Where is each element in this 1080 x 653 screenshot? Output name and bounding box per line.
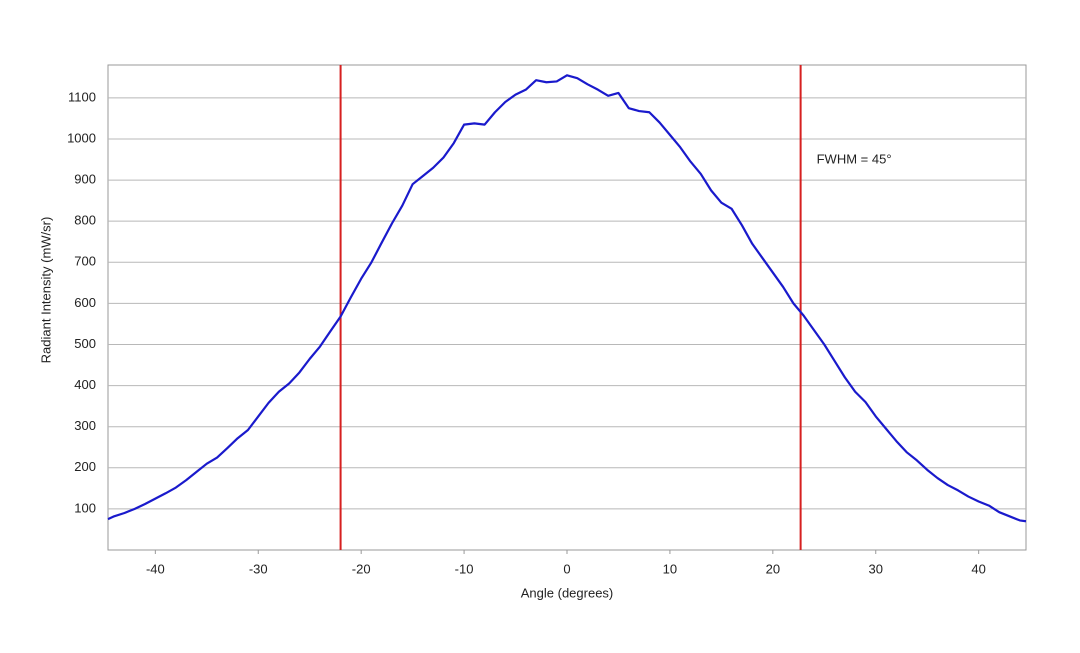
y-tick-label: 400 (74, 377, 96, 392)
y-tick-label: 900 (74, 172, 96, 187)
y-tick-label: 700 (74, 254, 96, 269)
x-tick-label: -10 (455, 561, 474, 576)
y-tick-label: 1000 (67, 130, 96, 145)
y-axis-label: Radiant Intensity (mW/sr) (38, 217, 53, 364)
data-line (107, 74, 1027, 523)
x-tick-label: -30 (249, 561, 268, 576)
x-tick-label: 40 (971, 561, 985, 576)
y-tick-label: 800 (74, 213, 96, 228)
x-tick-label: 30 (869, 561, 883, 576)
y-tick-label: 600 (74, 295, 96, 310)
y-tick-label: 300 (74, 418, 96, 433)
x-tick-label: 20 (766, 561, 780, 576)
y-tick-label: 500 (74, 336, 96, 351)
x-tick-label: 0 (563, 561, 570, 576)
y-tick-label: 1100 (68, 89, 96, 104)
x-tick-label: -40 (146, 561, 165, 576)
x-tick-label: 10 (663, 561, 677, 576)
x-tick-label: -20 (352, 561, 371, 576)
y-tick-label: 100 (74, 500, 96, 515)
plot-frame (107, 64, 1027, 551)
annotation: FWHM = 45° (817, 151, 892, 166)
x-axis-label: Angle (degrees) (521, 585, 614, 600)
y-tick-label: 200 (74, 459, 96, 474)
